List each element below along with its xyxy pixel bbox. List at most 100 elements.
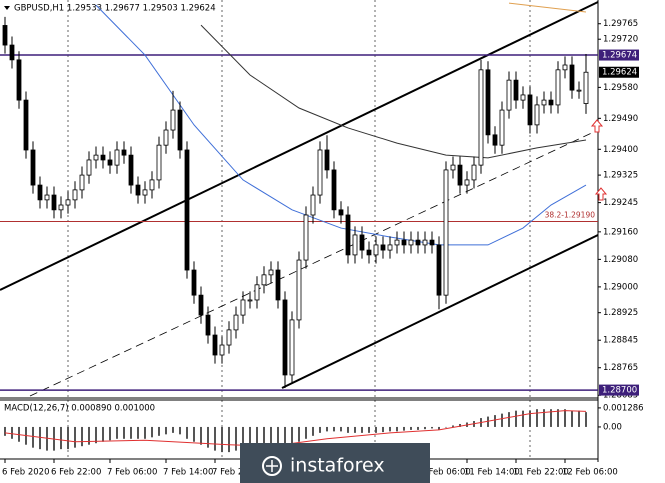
candle-body (562, 64, 568, 71)
candle-body (156, 144, 162, 181)
macd-bar (11, 426, 13, 439)
candle-body (583, 71, 589, 104)
candle-body (177, 109, 183, 151)
x-tick-label: 11 Feb 22:00 (513, 468, 569, 478)
macd-bar (95, 426, 97, 444)
candle-body (184, 149, 190, 271)
candle-body (359, 234, 365, 251)
candle-body (464, 179, 470, 186)
y-tick-label: 1.29765 (603, 19, 638, 29)
candle-body (499, 109, 505, 146)
candle-body (226, 329, 232, 346)
candle-body (457, 164, 463, 186)
macd-bar (508, 412, 510, 427)
macd-bar (207, 426, 209, 448)
watermark-logo (262, 456, 282, 476)
candle-body (324, 149, 330, 171)
macd-bar (158, 426, 160, 436)
y-tick-label: 1.29160 (603, 227, 638, 237)
candle-body (513, 79, 519, 101)
macd-bar (347, 426, 349, 433)
candle-body (142, 189, 148, 196)
candle-body (37, 184, 43, 201)
candle-body (345, 214, 351, 256)
candle-body (93, 154, 99, 161)
candle-body (380, 244, 386, 251)
macd-bar (263, 426, 265, 445)
macd-bar (32, 426, 34, 448)
candle-body (128, 154, 134, 186)
macd-tick-label: 0.00 (603, 422, 622, 432)
candle-body (30, 149, 36, 186)
level-label: 1.29674 (602, 51, 637, 61)
candle-body (205, 314, 211, 336)
y-tick-label: 1.28845 (603, 336, 638, 346)
macd-bar (312, 426, 314, 436)
candle-body (569, 64, 575, 91)
candle-body (450, 164, 456, 171)
candle-body (289, 319, 295, 376)
candle-body (79, 174, 85, 191)
candle-body (233, 314, 239, 331)
macd-bar (214, 426, 216, 451)
macd-bar (109, 426, 111, 441)
moving-average (95, 4, 587, 246)
candle-body (219, 344, 225, 356)
macd-bar (102, 426, 104, 442)
candle-body (296, 259, 302, 321)
macd-bar (354, 426, 356, 433)
fib-label: 38.2-1.29190 (545, 211, 596, 220)
macd-bar (88, 426, 90, 445)
y-tick-label: 1.28925 (603, 308, 638, 318)
arrow-icon (594, 187, 608, 201)
y-tick-label: 1.29245 (603, 198, 638, 208)
macd-bar (277, 426, 279, 444)
candle-body (100, 154, 106, 161)
macd-bar (186, 426, 188, 439)
channel-lower (281, 234, 599, 389)
macd-signal (4, 410, 587, 447)
price-label: 1.29624 (602, 68, 637, 78)
macd-bar (284, 426, 286, 447)
macd-bar (557, 409, 559, 427)
candle-body (471, 164, 477, 181)
macd-bar (445, 426, 447, 428)
y-tick-label: 1.29580 (603, 83, 638, 93)
macd-bar (571, 410, 573, 427)
macd-bar (165, 426, 167, 435)
candle-body (254, 284, 260, 301)
macd-bar (431, 426, 433, 429)
candle-body (303, 214, 309, 261)
macd-bar (438, 426, 440, 430)
candle-body (170, 109, 176, 131)
candle-body (212, 334, 218, 356)
y-tick-label: 1.29720 (603, 35, 638, 45)
candle-body (268, 269, 274, 276)
watermark-banner: instaforex (240, 443, 430, 483)
candle-body (478, 69, 484, 166)
candle-body (366, 249, 372, 256)
x-tick-label: 7 Feb 06:00 (107, 468, 157, 478)
x-tick-label: 11 Feb 14:00 (464, 468, 520, 478)
macd-bar (585, 412, 587, 427)
macd-bar (515, 410, 517, 427)
y-tick-label: 1.29400 (603, 145, 638, 155)
macd-bar (536, 409, 538, 427)
candle-body (541, 99, 547, 106)
level-label-box (599, 49, 639, 61)
macd-bar (81, 426, 83, 447)
candle-body (275, 269, 281, 301)
candle-body (485, 69, 491, 136)
candle-body (121, 149, 127, 156)
macd-bar (39, 426, 41, 450)
candle-body (240, 299, 246, 316)
candle-body (436, 244, 442, 296)
moving-average (200, 24, 587, 159)
candle-body (114, 149, 120, 166)
candle-body (506, 79, 512, 111)
candle-body (198, 294, 204, 316)
watermark-logo (266, 460, 278, 472)
channel-upper (0, 1, 599, 291)
level-label-box (599, 384, 639, 396)
candle-body (282, 299, 288, 376)
